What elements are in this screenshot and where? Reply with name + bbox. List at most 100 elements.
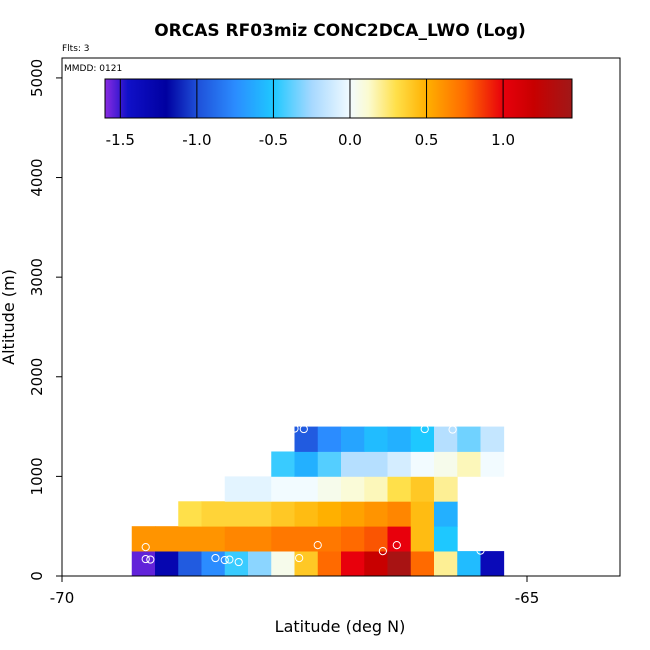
heatmap-cell (387, 476, 412, 502)
colorbar-tick-label: -1.5 (106, 131, 135, 149)
heatmap-cell (364, 501, 388, 527)
colorbar-tick-label: -0.5 (259, 131, 288, 149)
heatmap-cell (480, 551, 505, 577)
heatmap-cell (410, 426, 435, 452)
x-axis-label: Latitude (deg N) (275, 617, 406, 636)
heatmap-cell (224, 551, 249, 577)
heatmap-cell (294, 526, 319, 552)
plot-area (131, 424, 505, 577)
heatmap-cell (410, 551, 435, 577)
sample-point (476, 546, 485, 555)
y-tick-label: 3000 (28, 258, 46, 296)
heatmap-cell (294, 501, 319, 527)
heatmap-cell (131, 551, 156, 577)
heatmap-cell (457, 426, 481, 452)
heatmap-cell (201, 526, 226, 552)
sample-point (290, 424, 299, 433)
heatmap-cell (457, 551, 481, 577)
heatmap-cell (364, 426, 388, 452)
heatmap-cell (317, 476, 342, 502)
heatmap-cell (410, 476, 435, 502)
x-tick-label: -65 (515, 589, 540, 607)
heatmap-cell (364, 476, 388, 502)
heatmap-cell (387, 426, 412, 452)
x-tick-label: -70 (50, 589, 75, 607)
chart-title: ORCAS RF03miz CONC2DCA_LWO (Log) (154, 21, 526, 41)
sample-point (141, 554, 150, 564)
heatmap-cell (410, 526, 435, 552)
sample-point (220, 555, 229, 565)
heatmap-cell (341, 451, 365, 477)
heatmap-cell (317, 501, 342, 527)
sample-point (392, 541, 401, 550)
sample-point (211, 553, 220, 563)
colorbar-tick-label: -1.0 (182, 131, 211, 149)
y-tick-label: 0 (28, 571, 46, 581)
sample-point (378, 547, 387, 556)
axes: -70 -65 0 1000 2000 3000 4000 5000 (28, 59, 539, 607)
heatmap-cell (224, 501, 249, 527)
heatmap-cell (317, 426, 342, 452)
sample-point (313, 541, 322, 550)
heatmap-cell (480, 426, 505, 452)
sample-point (225, 555, 234, 564)
heatmap-cell (341, 426, 365, 452)
heatmap-cell (364, 451, 388, 477)
heatmap-cell (294, 451, 319, 477)
heatmap-cell (248, 501, 272, 527)
sample-point (448, 425, 457, 434)
heatmap-cell (294, 476, 319, 502)
heatmap-cell (434, 501, 458, 527)
heatmap-cell (201, 501, 226, 527)
y-tick-label: 1000 (28, 457, 46, 495)
flights-annotation: Flts: 3 (62, 44, 90, 54)
heatmap-cell (178, 501, 202, 527)
heatmap-cell (387, 501, 412, 527)
heatmap-cell (364, 526, 388, 552)
heatmap-cell (341, 526, 365, 552)
heatmap-cell (387, 451, 412, 477)
heatmap-cell (317, 526, 342, 552)
heatmap-cell (317, 551, 342, 577)
heatmap-cell (271, 501, 295, 527)
heatmap-cell (410, 501, 435, 527)
sample-point (299, 424, 308, 434)
y-tick-label: 2000 (28, 358, 46, 396)
heatmap-cell (341, 501, 365, 527)
mmdd-annotation: MMDD: 0121 (64, 64, 122, 74)
heatmap-cell (317, 451, 342, 477)
heatmap-cell (131, 526, 156, 552)
heatmap-cell (271, 551, 295, 577)
heatmap-cell (341, 551, 365, 577)
sample-point (420, 424, 429, 434)
heatmap-cell (271, 526, 295, 552)
heatmap-cell (387, 551, 412, 577)
colorbar: -1.5 -1.0 -0.5 0.0 0.5 1.0 (104, 78, 573, 149)
colorbar-tick-label: 0.5 (415, 131, 439, 149)
y-axis-label: Altitude (m) (0, 269, 18, 365)
colorbar-bar (104, 78, 573, 119)
heatmap-cell (155, 551, 179, 577)
heatmap-cell (178, 526, 202, 552)
heatmap-cell (364, 551, 388, 577)
heatmap-cell (434, 426, 458, 452)
heatmap-cell (178, 551, 202, 577)
heatmap-cell (248, 476, 272, 502)
heatmap-cell (410, 451, 435, 477)
heatmap-cell (271, 476, 295, 502)
y-tick-label: 5000 (28, 59, 46, 97)
heatmap-cell (271, 451, 295, 477)
plot-frame (61, 57, 621, 577)
heatmap-cell (434, 551, 458, 577)
heatmap-cell (155, 526, 179, 552)
heatmap-cell (248, 551, 272, 577)
sample-point (295, 553, 304, 563)
sample-point (146, 555, 155, 564)
heatmap-cell (224, 476, 249, 502)
heatmap-cell (457, 451, 481, 477)
heatmap-cell (294, 426, 319, 452)
heatmap-cell (434, 451, 458, 477)
sample-point (234, 557, 243, 567)
heatmap-cell (480, 451, 505, 477)
